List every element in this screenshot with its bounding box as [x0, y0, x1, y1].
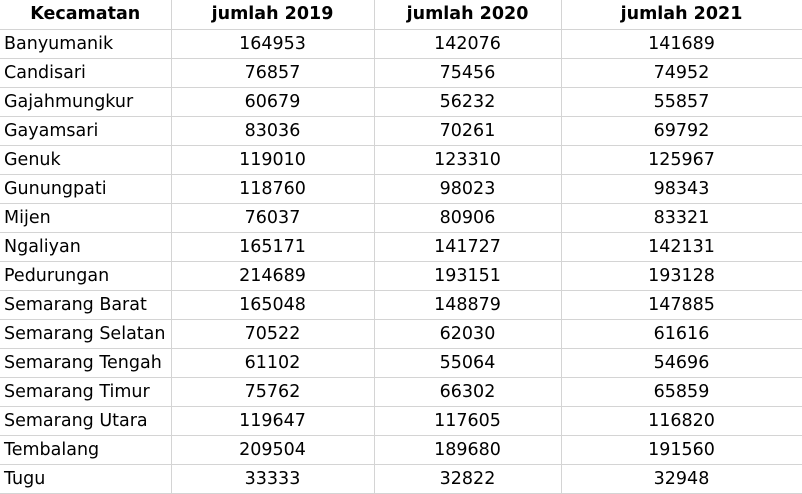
cell-jumlah-2020[interactable]: 66302 — [374, 377, 562, 407]
cell-kecamatan[interactable]: Candisari — [0, 58, 172, 88]
cell-kecamatan[interactable]: Semarang Selatan — [0, 319, 172, 349]
cell-jumlah-2020[interactable]: 142076 — [374, 29, 562, 59]
cell-jumlah-2021[interactable]: 191560 — [561, 435, 802, 465]
table-row: Tugu 33333 32822 32948 — [0, 464, 802, 494]
table-row: Candisari 76857 75456 74952 — [0, 58, 802, 88]
cell-kecamatan[interactable]: Pedurungan — [0, 261, 172, 291]
cell-jumlah-2020[interactable]: 98023 — [374, 174, 562, 204]
cell-jumlah-2019[interactable]: 214689 — [171, 261, 375, 291]
cell-jumlah-2019[interactable]: 76037 — [171, 203, 375, 233]
cell-jumlah-2020[interactable]: 189680 — [374, 435, 562, 465]
cell-jumlah-2020[interactable]: 80906 — [374, 203, 562, 233]
cell-kecamatan[interactable]: Gajahmungkur — [0, 87, 172, 117]
cell-jumlah-2020[interactable]: 75456 — [374, 58, 562, 88]
cell-jumlah-2021[interactable]: 141689 — [561, 29, 802, 59]
header-jumlah-2020[interactable]: jumlah 2020 — [374, 0, 562, 30]
cell-jumlah-2020[interactable]: 56232 — [374, 87, 562, 117]
cell-jumlah-2019[interactable]: 70522 — [171, 319, 375, 349]
cell-jumlah-2021[interactable]: 142131 — [561, 232, 802, 262]
cell-jumlah-2019[interactable]: 165171 — [171, 232, 375, 262]
header-jumlah-2019[interactable]: jumlah 2019 — [171, 0, 375, 30]
table-row: Genuk 119010 123310 125967 — [0, 145, 802, 175]
cell-jumlah-2021[interactable]: 83321 — [561, 203, 802, 233]
cell-jumlah-2019[interactable]: 76857 — [171, 58, 375, 88]
cell-jumlah-2021[interactable]: 65859 — [561, 377, 802, 407]
table-row: Semarang Selatan 70522 62030 61616 — [0, 319, 802, 349]
cell-kecamatan[interactable]: Tembalang — [0, 435, 172, 465]
table-row: Mijen 76037 80906 83321 — [0, 203, 802, 233]
cell-jumlah-2020[interactable]: 148879 — [374, 290, 562, 320]
table-row: Banyumanik 164953 142076 141689 — [0, 29, 802, 59]
cell-jumlah-2020[interactable]: 193151 — [374, 261, 562, 291]
table-row: Ngaliyan 165171 141727 142131 — [0, 232, 802, 262]
cell-jumlah-2019[interactable]: 164953 — [171, 29, 375, 59]
table-row: Gunungpati 118760 98023 98343 — [0, 174, 802, 204]
cell-jumlah-2021[interactable]: 193128 — [561, 261, 802, 291]
cell-jumlah-2019[interactable]: 119647 — [171, 406, 375, 436]
cell-jumlah-2021[interactable]: 61616 — [561, 319, 802, 349]
cell-jumlah-2019[interactable]: 60679 — [171, 87, 375, 117]
cell-kecamatan[interactable]: Semarang Utara — [0, 406, 172, 436]
cell-jumlah-2020[interactable]: 141727 — [374, 232, 562, 262]
cell-jumlah-2019[interactable]: 61102 — [171, 348, 375, 378]
header-row: Kecamatan jumlah 2019 jumlah 2020 jumlah… — [0, 0, 802, 30]
cell-jumlah-2021[interactable]: 74952 — [561, 58, 802, 88]
table-row: Gayamsari 83036 70261 69792 — [0, 116, 802, 146]
cell-jumlah-2020[interactable]: 55064 — [374, 348, 562, 378]
cell-kecamatan[interactable]: Genuk — [0, 145, 172, 175]
cell-kecamatan[interactable]: Semarang Timur — [0, 377, 172, 407]
cell-jumlah-2021[interactable]: 116820 — [561, 406, 802, 436]
table-row: Semarang Timur 75762 66302 65859 — [0, 377, 802, 407]
cell-jumlah-2019[interactable]: 165048 — [171, 290, 375, 320]
cell-jumlah-2021[interactable]: 54696 — [561, 348, 802, 378]
table-row: Gajahmungkur 60679 56232 55857 — [0, 87, 802, 117]
cell-kecamatan[interactable]: Mijen — [0, 203, 172, 233]
cell-jumlah-2020[interactable]: 117605 — [374, 406, 562, 436]
cell-jumlah-2021[interactable]: 98343 — [561, 174, 802, 204]
table-row: Semarang Barat 165048 148879 147885 — [0, 290, 802, 320]
cell-jumlah-2021[interactable]: 125967 — [561, 145, 802, 175]
cell-jumlah-2021[interactable]: 55857 — [561, 87, 802, 117]
cell-jumlah-2019[interactable]: 75762 — [171, 377, 375, 407]
cell-jumlah-2019[interactable]: 119010 — [171, 145, 375, 175]
table-row: Semarang Utara 119647 117605 116820 — [0, 406, 802, 436]
cell-kecamatan[interactable]: Gunungpati — [0, 174, 172, 204]
cell-kecamatan[interactable]: Semarang Barat — [0, 290, 172, 320]
cell-jumlah-2020[interactable]: 70261 — [374, 116, 562, 146]
header-kecamatan[interactable]: Kecamatan — [0, 0, 172, 30]
cell-jumlah-2020[interactable]: 123310 — [374, 145, 562, 175]
cell-jumlah-2021[interactable]: 147885 — [561, 290, 802, 320]
table-row: Tembalang 209504 189680 191560 — [0, 435, 802, 465]
cell-jumlah-2020[interactable]: 62030 — [374, 319, 562, 349]
cell-jumlah-2019[interactable]: 118760 — [171, 174, 375, 204]
cell-kecamatan[interactable]: Gayamsari — [0, 116, 172, 146]
cell-jumlah-2020[interactable]: 32822 — [374, 464, 562, 494]
cell-kecamatan[interactable]: Semarang Tengah — [0, 348, 172, 378]
cell-jumlah-2019[interactable]: 83036 — [171, 116, 375, 146]
cell-kecamatan[interactable]: Tugu — [0, 464, 172, 494]
cell-jumlah-2021[interactable]: 32948 — [561, 464, 802, 494]
table-row: Pedurungan 214689 193151 193128 — [0, 261, 802, 291]
cell-jumlah-2019[interactable]: 33333 — [171, 464, 375, 494]
table-body: Banyumanik 164953 142076 141689 Candisari 768… — [0, 29, 802, 494]
cell-kecamatan[interactable]: Ngaliyan — [0, 232, 172, 262]
header-jumlah-2021[interactable]: jumlah 2021 — [561, 0, 802, 30]
cell-kecamatan[interactable]: Banyumanik — [0, 29, 172, 59]
table-row: Semarang Tengah 61102 55064 54696 — [0, 348, 802, 378]
cell-jumlah-2019[interactable]: 209504 — [171, 435, 375, 465]
cell-jumlah-2021[interactable]: 69792 — [561, 116, 802, 146]
